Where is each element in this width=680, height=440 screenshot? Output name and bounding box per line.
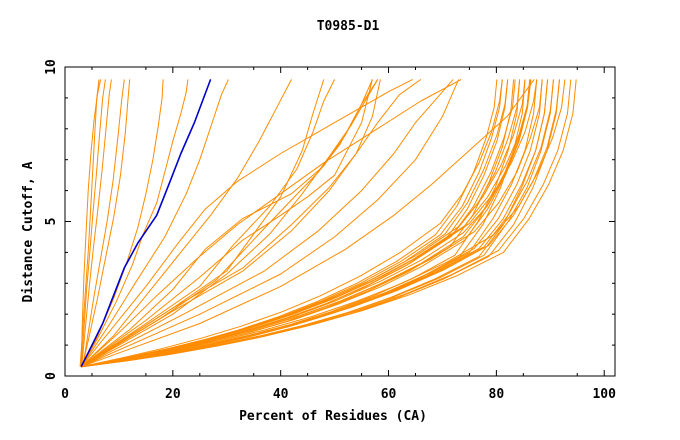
- x-tick-label: 0: [61, 387, 69, 402]
- series-line-42: [81, 79, 515, 368]
- series-line-20: [80, 78, 422, 368]
- chart-title: T0985-D1: [317, 19, 380, 34]
- series-line-17: [80, 79, 336, 368]
- y-tick-label: 5: [44, 218, 59, 226]
- series-line-5: [81, 79, 131, 367]
- y-tick-label: 0: [44, 372, 59, 380]
- series-line-21: [80, 79, 381, 368]
- y-axis-label: Distance Cutoff, A: [21, 161, 36, 302]
- series-line-8: [80, 79, 189, 367]
- series-line-11: [80, 79, 292, 368]
- series-line-4: [82, 79, 125, 367]
- x-tick-label: 100: [592, 387, 616, 402]
- series-line-49: [81, 79, 543, 368]
- series-line-52: [81, 79, 503, 368]
- series-line-18: [80, 79, 325, 368]
- y-tick-label: 10: [44, 59, 59, 75]
- x-tick-label: 60: [381, 387, 397, 402]
- series-line-1: [79, 79, 100, 367]
- x-tick-label: 20: [165, 387, 181, 402]
- series-line-2: [80, 79, 106, 367]
- x-tick-label: 40: [273, 387, 289, 402]
- series-line-10: [80, 79, 229, 367]
- series-line-3: [81, 79, 112, 367]
- series-layer: [79, 78, 577, 368]
- x-axis-ticks: 0 20 40 60 80 100: [61, 67, 616, 402]
- series-line-12: [80, 78, 462, 368]
- series-line-51: [81, 79, 560, 368]
- x-tick-label: 80: [489, 387, 505, 402]
- series-line-24: [80, 79, 454, 368]
- y-axis-ticks: 0 5 10: [44, 59, 615, 380]
- series-line-50: [81, 79, 531, 368]
- series-line-47: [81, 79, 554, 368]
- series-line-34: [81, 79, 503, 368]
- highlighted-series-line: [80, 79, 212, 368]
- series-line-16: [80, 79, 373, 368]
- series-line-15: [80, 79, 373, 368]
- series-line-23: [80, 79, 460, 368]
- x-axis-label: Percent of Residues (CA): [239, 409, 427, 424]
- series-line-6: [80, 79, 102, 367]
